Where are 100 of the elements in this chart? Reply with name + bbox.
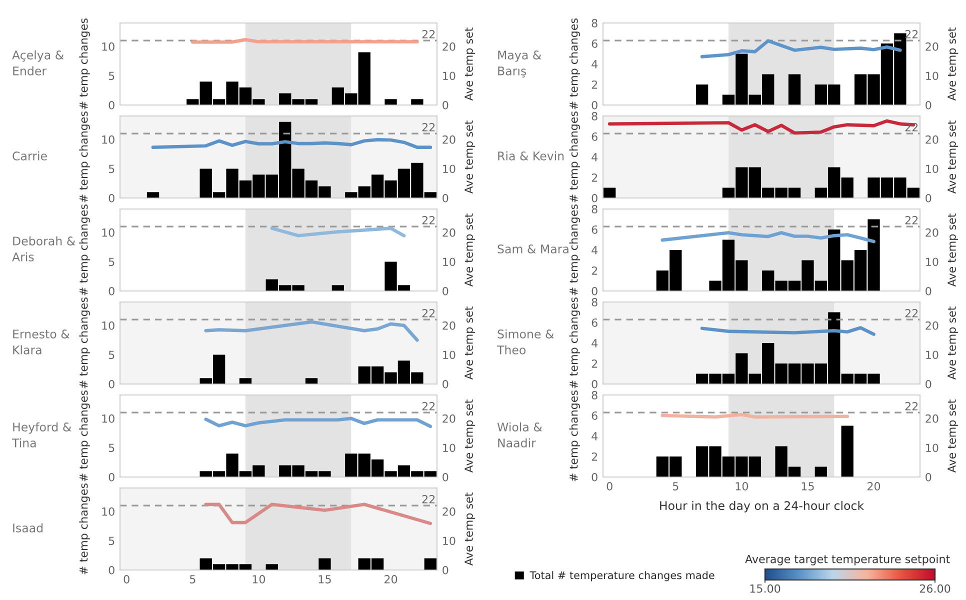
y-tick-label: 0 <box>592 472 598 482</box>
y-tick-label: 2 <box>592 80 598 89</box>
x-tick-label: 0 <box>124 575 130 584</box>
y2-tick-label: 10 <box>443 444 456 452</box>
y-tick-label: 10 <box>102 228 114 237</box>
y-tick-label: 6 <box>592 411 598 420</box>
bar <box>146 192 160 198</box>
text: Isaad <box>13 523 43 532</box>
ref-line-label: 22 <box>422 495 435 504</box>
text: Wiola & Naadir <box>497 422 542 448</box>
y2-tick-label: 20 <box>926 135 938 144</box>
x-tick-label: 10 <box>736 482 748 490</box>
bar <box>841 426 854 477</box>
y-tick-label: 10 <box>102 42 114 51</box>
line-series <box>204 416 432 428</box>
bar <box>411 99 424 105</box>
ref-line-label: 22 <box>905 309 918 318</box>
y-tick-label: 2 <box>592 359 598 368</box>
y2-axis-title: Ave temp set <box>948 28 958 101</box>
y-axis-title: # temp changes <box>569 297 580 388</box>
y2-axis-title: Ave temp set <box>948 400 958 473</box>
y-tick-label: 0 <box>592 100 598 110</box>
y-axis-title: # temp changes <box>569 204 580 296</box>
y-tick-label: 4 <box>592 153 598 162</box>
y2-tick-label: 0 <box>442 194 448 202</box>
y2-tick-label: 10 <box>926 350 938 360</box>
y-tick-label: 4 <box>592 246 598 254</box>
y-tick-label: 8 <box>592 204 598 214</box>
y2-tick-label: 0 <box>926 100 932 110</box>
text: Heyford & Tina <box>12 422 72 448</box>
y-tick-label: 8 <box>592 390 598 400</box>
y2-tick-label: 0 <box>926 194 932 202</box>
ref-line-label: 22 <box>905 216 918 224</box>
y2-axis-title: Ave temp set <box>464 214 476 287</box>
y2-tick-label: 10 <box>443 536 456 546</box>
y2-tick-label: 20 <box>926 42 938 51</box>
text: Carrie <box>12 151 47 160</box>
y2-tick-label: 0 <box>442 566 448 574</box>
y-tick-label: 5 <box>108 258 114 266</box>
y-tick-label: 4 <box>592 339 598 348</box>
ref-line-label: 22 <box>422 30 435 38</box>
y2-tick-label: 20 <box>926 321 938 330</box>
x-tick-label: 20 <box>868 482 880 490</box>
y2-tick-label: 20 <box>442 135 456 144</box>
y-tick-label: 0 <box>592 286 598 296</box>
y2-tick-label: 20 <box>442 507 456 516</box>
text: Sam & Mara <box>498 244 568 254</box>
y-axis-title: # temp changes <box>79 111 90 202</box>
line-series <box>204 320 419 342</box>
y-tick-label: 5 <box>108 536 114 546</box>
y-tick-label: 10 <box>102 135 114 144</box>
y2-tick-label: 20 <box>926 414 938 423</box>
y-tick-label: 5 <box>108 350 114 360</box>
legend-label: Total # temperature changes made <box>530 571 714 582</box>
y2-axis-title: Ave temp set <box>464 306 476 380</box>
ref-line-label: 22 <box>422 216 435 224</box>
y-tick-label: 0 <box>108 380 114 388</box>
y2-axis-title: Ave temp set <box>948 120 958 194</box>
y2-tick-label: 10 <box>926 164 938 174</box>
y2-axis-title: Ave temp set <box>464 28 476 101</box>
y-tick-label: 0 <box>592 380 598 388</box>
y-tick-label: 0 <box>108 472 114 482</box>
y-tick-label: 5 <box>108 72 114 80</box>
ref-line-label: 22 <box>422 309 435 318</box>
y2-tick-label: 0 <box>442 380 448 388</box>
y-axis-title: # temp changes <box>79 18 90 110</box>
y2-tick-label: 0 <box>926 286 932 296</box>
x-tick-label: 20 <box>384 575 398 584</box>
y-tick-label: 8 <box>592 112 598 120</box>
y-tick-label: 6 <box>592 318 598 327</box>
text: Ria & Kevin <box>498 151 564 160</box>
x-tick-label: 10 <box>252 575 266 584</box>
y-axis-title: # temp changes <box>569 390 580 482</box>
ref-line-label: 22 <box>905 402 918 410</box>
y2-tick-label: 10 <box>443 258 456 266</box>
x-tick-label: 5 <box>190 575 196 584</box>
bar <box>814 466 828 477</box>
color-bar-label: 26.00 <box>920 584 950 593</box>
line-series <box>608 119 916 135</box>
y2-tick-label: 10 <box>926 258 938 266</box>
y2-axis-title: Ave temp set <box>464 492 476 566</box>
bar <box>696 84 708 105</box>
y-axis-title: # temp changes <box>79 204 90 296</box>
y-tick-label: 0 <box>592 194 598 202</box>
text: Açelya & Ender <box>12 50 64 76</box>
y2-tick-label: 20 <box>442 228 456 237</box>
color-bar-title: Average target temperature setpoint <box>745 554 950 566</box>
color-bar-label: 15.00 <box>750 584 780 593</box>
y-tick-label: 10 <box>102 414 114 423</box>
y2-axis-title: Ave temp set <box>464 120 476 194</box>
bar <box>604 188 616 198</box>
y2-tick-label: 20 <box>442 42 456 51</box>
y-tick-label: 2 <box>592 266 598 275</box>
y2-tick-label: 0 <box>442 472 448 482</box>
y-tick-label: 6 <box>592 132 598 141</box>
y-axis-title: # temp changes <box>79 390 90 482</box>
y2-axis-title: Ave temp set <box>464 400 476 473</box>
x-tick-label: 15 <box>802 482 814 490</box>
text: Ernesto & Klara <box>13 330 70 354</box>
bar <box>332 285 344 291</box>
